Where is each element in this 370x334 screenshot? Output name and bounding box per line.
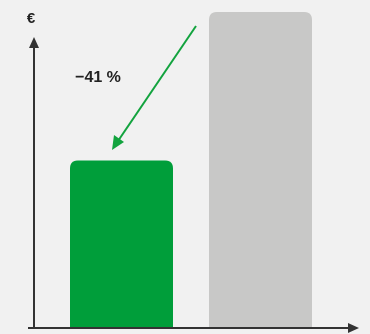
y-axis-arrow [29, 37, 39, 48]
y-axis-label: € [27, 10, 36, 27]
annotation: −41 % [75, 69, 121, 86]
bars [70, 12, 312, 328]
annotation-arrowhead [112, 135, 124, 150]
x-axis-arrow [348, 323, 359, 333]
bar [209, 12, 312, 328]
bar [70, 160, 173, 328]
annotation-arrow [117, 25, 197, 142]
